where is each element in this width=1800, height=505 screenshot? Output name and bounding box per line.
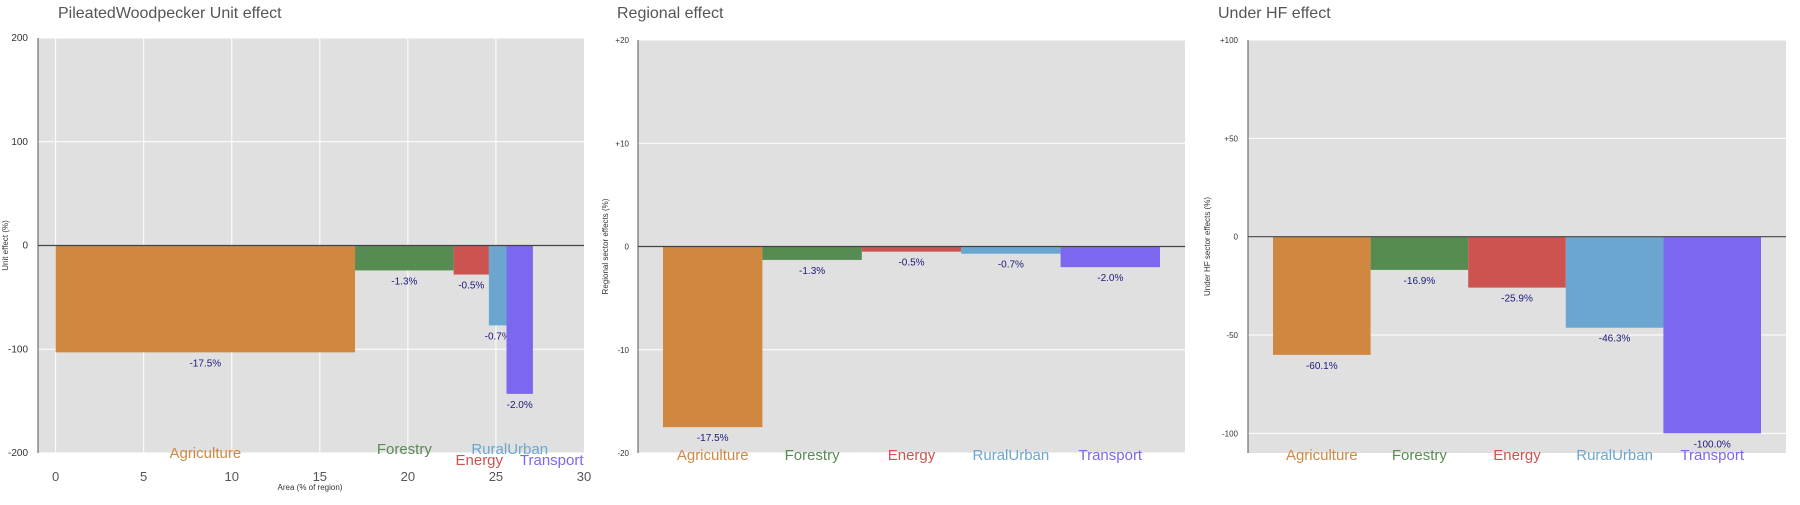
x-tick-label: 30 [577, 469, 591, 484]
bar-value-label: -0.7% [998, 260, 1024, 271]
bar-value-label: -16.9% [1404, 276, 1436, 287]
category-label-transport: Transport [1680, 447, 1744, 464]
y-tick-label: -20 [617, 449, 629, 458]
category-label-energy: Energy [456, 452, 504, 469]
x-tick-label: 15 [313, 469, 327, 484]
bar-energy [453, 245, 489, 275]
bar-value-label: -0.5% [898, 258, 924, 269]
y-tick-label: 0 [22, 241, 28, 252]
y-tick-label: +20 [615, 36, 629, 45]
bar-forestry [762, 246, 862, 260]
chart-title: PileatedWoodpecker Unit effect [58, 5, 282, 22]
y-tick-label: 200 [11, 33, 28, 44]
bar-value-label: -0.5% [458, 281, 484, 292]
chart-title: Regional effect [617, 5, 724, 22]
category-label-ruralurban: RuralUrban [471, 441, 548, 458]
y-tick-label: -100 [8, 344, 28, 355]
category-label-transport: Transport [1078, 447, 1142, 464]
y-tick-label: +10 [615, 139, 629, 148]
x-tick-label: 0 [52, 469, 59, 484]
bar-value-label: -2.0% [1097, 273, 1123, 284]
bar-value-label: -1.3% [391, 276, 417, 287]
bar-value-label: -1.3% [799, 266, 825, 277]
category-label-ruralurban: RuralUrban [973, 447, 1050, 464]
bar-value-label: -0.7% [485, 331, 511, 342]
y-axis-title: Under HF sector effects (%) [1203, 197, 1212, 296]
y-axis-title: Unit effect (%) [1, 220, 10, 271]
y-tick-label: -100 [1222, 429, 1239, 438]
y-tick-label: -10 [617, 346, 629, 355]
bar-ruralurban [961, 246, 1061, 254]
bar-transport [506, 245, 533, 394]
bar-value-label: -100.0% [1694, 439, 1731, 450]
bar-transport [1663, 236, 1761, 434]
category-label-transport: Transport [520, 452, 584, 469]
y-tick-label: -200 [8, 448, 28, 459]
bar-agriculture [663, 246, 763, 428]
y-tick-label: -50 [1226, 331, 1238, 340]
category-label-agriculture: Agriculture [169, 445, 241, 462]
category-label-agriculture: Agriculture [677, 447, 749, 464]
bar-value-label: -17.5% [189, 358, 221, 369]
chart-panel-2: +20 +10 0 -10 -20 Regional effect Regional sec… [601, 5, 1185, 464]
bar-transport [1060, 246, 1160, 268]
bar-forestry [355, 245, 454, 271]
bar-ruralurban [488, 245, 507, 326]
category-label-energy: Energy [888, 447, 936, 464]
bar-energy [861, 246, 962, 252]
y-tick-label: +50 [1224, 134, 1238, 143]
category-label-forestry: Forestry [1392, 447, 1448, 464]
bar-value-label: -17.5% [697, 433, 729, 444]
chart-panel-3: +100 +50 0 -50 -100 Under HF effect Under HF s… [1203, 5, 1786, 464]
bar-agriculture [55, 245, 356, 353]
bar-value-label: -46.3% [1599, 334, 1631, 345]
x-tick-label: 25 [489, 469, 503, 484]
bar-value-label: -2.0% [507, 400, 533, 411]
y-tick-label: 0 [1234, 233, 1239, 242]
y-tick-label: 0 [625, 243, 630, 252]
category-label-forestry: Forestry [377, 441, 433, 458]
category-label-forestry: Forestry [785, 447, 841, 464]
bar-agriculture [1273, 236, 1371, 355]
y-tick-label: 100 [11, 137, 28, 148]
x-axis-title: Area (% of region) [278, 483, 343, 492]
bar-energy [1468, 236, 1566, 288]
x-tick-label: 20 [401, 469, 415, 484]
x-tick-label: 5 [140, 469, 147, 484]
bar-value-label: -60.1% [1306, 361, 1338, 372]
chart-title: Under HF effect [1218, 5, 1331, 22]
x-tick-label: 10 [225, 469, 239, 484]
category-label-energy: Energy [1493, 447, 1541, 464]
bar-value-label: -25.9% [1501, 294, 1533, 305]
y-axis-title: Regional sector effects (%) [601, 198, 610, 294]
y-tick-label: +100 [1220, 36, 1239, 45]
category-label-agriculture: Agriculture [1286, 447, 1358, 464]
bar-ruralurban [1565, 236, 1664, 328]
bar-forestry [1370, 236, 1469, 270]
category-label-ruralurban: RuralUrban [1576, 447, 1653, 464]
